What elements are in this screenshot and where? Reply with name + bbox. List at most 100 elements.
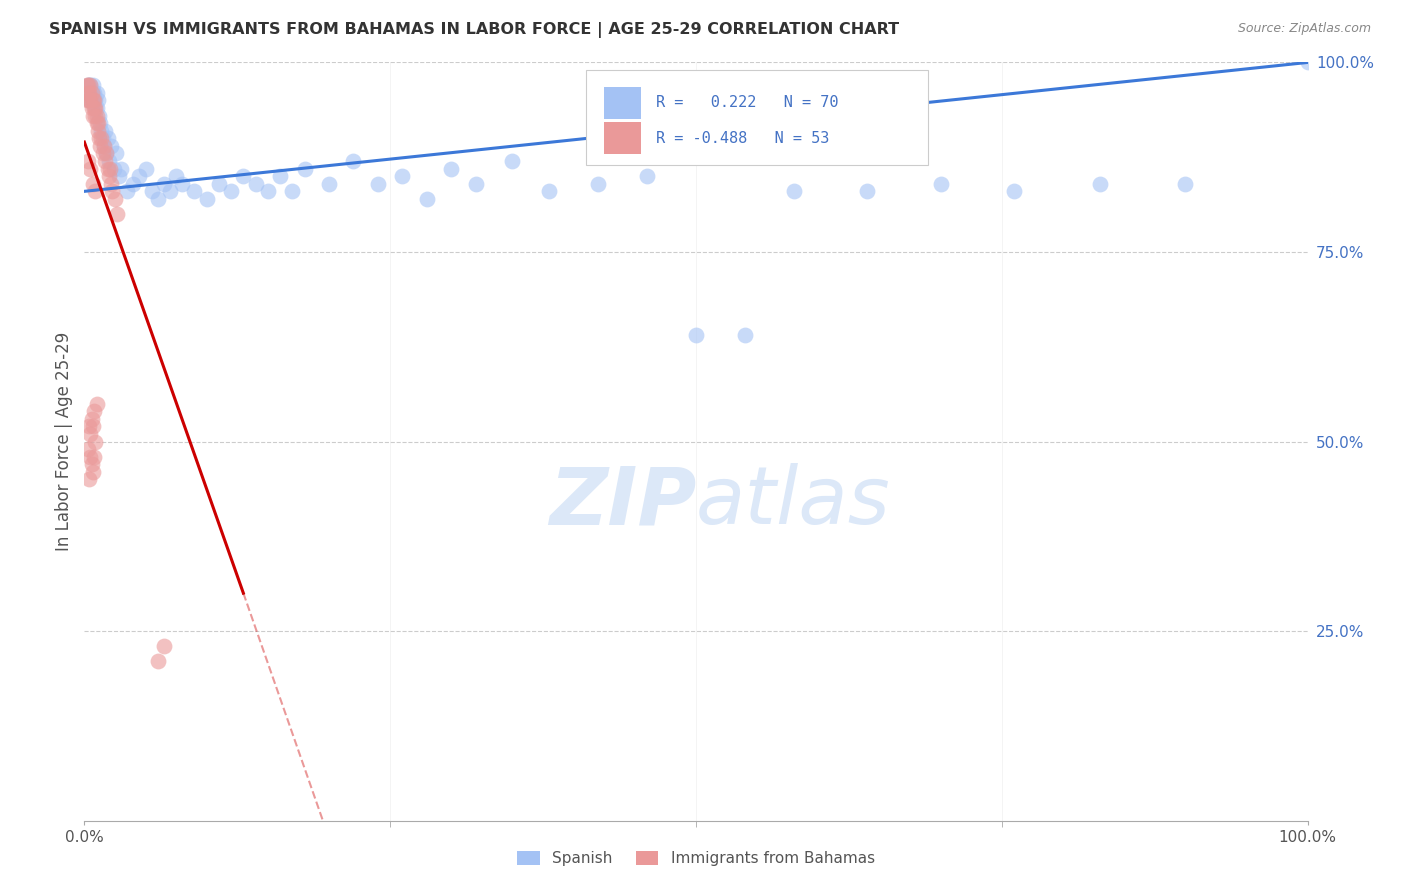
Point (84, 101, 107, 115)
FancyBboxPatch shape (605, 122, 641, 154)
Point (783, 184, 806, 198)
Point (91, 146, 114, 161)
Point (77, 94, 100, 108)
Point (98, 161, 121, 176)
Point (79, 427, 101, 442)
Point (82, 419, 104, 434)
Point (105, 207, 128, 221)
Point (100, 138, 122, 153)
Point (464, 177, 486, 191)
Point (538, 184, 561, 198)
Point (77, 78, 100, 92)
Point (146, 192, 169, 206)
Point (82, 177, 104, 191)
Point (416, 192, 439, 206)
Point (84, 434, 107, 449)
Point (122, 177, 145, 191)
Point (77, 86, 100, 100)
Point (77, 442, 100, 457)
Point (83, 86, 105, 100)
Point (89, 116, 111, 130)
Point (87, 94, 110, 108)
Point (79, 86, 101, 100)
Point (105, 146, 128, 161)
Point (89, 138, 111, 153)
Point (86, 108, 108, 122)
Point (502, 153, 524, 168)
Point (440, 161, 463, 176)
Text: Source: ZipAtlas.com: Source: ZipAtlas.com (1237, 22, 1371, 36)
Point (83, 450, 105, 464)
Point (318, 177, 340, 191)
Point (97, 161, 120, 176)
Point (281, 184, 304, 198)
Point (391, 169, 413, 184)
Point (734, 328, 756, 343)
Point (219, 184, 242, 198)
Point (856, 184, 879, 198)
Point (77, 78, 100, 92)
Point (929, 177, 952, 191)
Point (84, 101, 107, 115)
Point (90, 131, 112, 145)
Point (110, 161, 132, 176)
Point (77, 78, 100, 92)
Point (153, 177, 176, 191)
Point (79, 94, 101, 108)
Point (76, 94, 98, 108)
Point (586, 177, 609, 191)
Point (96, 146, 118, 161)
Point (146, 655, 169, 669)
Point (77, 86, 100, 100)
Point (208, 177, 231, 191)
Point (82, 94, 104, 108)
Point (84, 184, 107, 198)
Point (97, 169, 120, 184)
Legend: Spanish, Immigrants from Bahamas: Spanish, Immigrants from Bahamas (517, 851, 875, 866)
Point (100, 177, 122, 191)
Point (79, 161, 101, 176)
Point (86, 116, 108, 130)
Point (90, 123, 112, 137)
Point (159, 184, 181, 198)
Point (80, 412, 103, 426)
Point (94, 123, 117, 137)
Point (183, 184, 205, 198)
Point (101, 184, 124, 198)
Point (86, 86, 108, 100)
Point (82, 78, 104, 92)
Point (104, 192, 127, 206)
Point (107, 169, 129, 184)
Point (80, 94, 103, 108)
Point (141, 184, 163, 198)
Point (245, 177, 267, 191)
Point (79, 78, 101, 92)
Point (83, 101, 105, 115)
Point (80, 86, 103, 100)
Point (103, 161, 125, 176)
Point (1002, 184, 1025, 198)
Point (294, 161, 316, 176)
Point (83, 404, 105, 418)
Point (77, 473, 100, 487)
Point (97, 131, 120, 145)
Point (84, 108, 107, 122)
Point (97, 153, 120, 168)
Point (1296, 55, 1319, 70)
Point (82, 465, 104, 479)
Point (232, 169, 254, 184)
Point (80, 101, 103, 115)
Text: atlas: atlas (696, 463, 891, 541)
FancyBboxPatch shape (605, 87, 641, 119)
Point (76, 78, 98, 92)
Point (685, 328, 707, 343)
Point (83, 94, 105, 108)
Point (153, 639, 176, 653)
Point (1088, 177, 1111, 191)
Point (79, 450, 101, 464)
Point (86, 101, 108, 115)
Text: ZIP: ZIP (548, 463, 696, 541)
Point (128, 169, 150, 184)
Point (77, 94, 100, 108)
FancyBboxPatch shape (586, 70, 928, 165)
